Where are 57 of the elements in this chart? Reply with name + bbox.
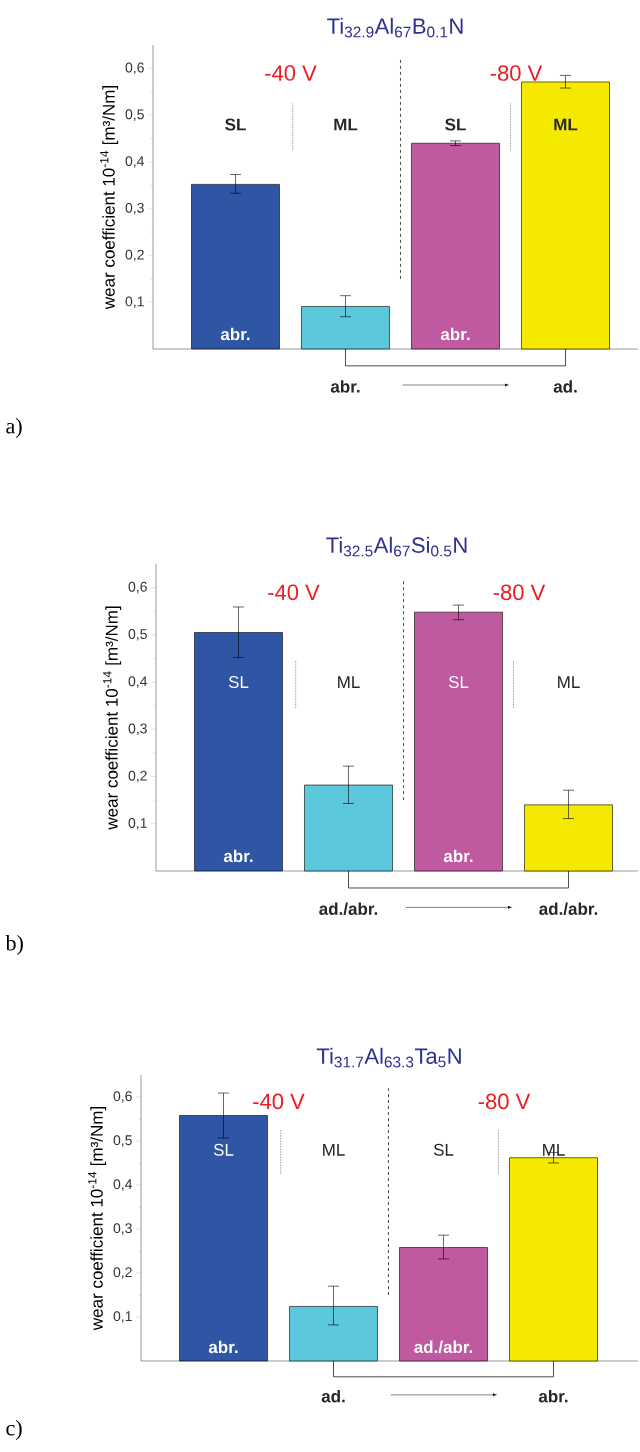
y-axis-title: wear coefficient 10$^{-14}$ [m³/Nm] <box>100 86 119 310</box>
y-tick-label: 0,1 <box>128 817 147 830</box>
text: ad./abr. <box>539 902 598 916</box>
annotation: -80 V <box>478 1093 531 1110</box>
chart-title: Ti$_{31.7}$Al$_{63.3}$Ta$_{5}$N <box>316 1047 461 1068</box>
annotation: ML <box>558 676 580 688</box>
annotation: abr. <box>443 849 473 863</box>
y-tick-label: 0,2 <box>125 249 144 262</box>
chart-title: Ti$_{32.5}$Al$_{67}$Si$_{0.5}$N <box>326 536 467 557</box>
annotation: SL <box>213 1143 234 1156</box>
text: a) <box>6 418 22 438</box>
text: abr. <box>330 380 360 393</box>
annotation: SL <box>225 118 246 131</box>
annotation: -40 V <box>268 584 320 601</box>
annotation: ML <box>554 118 578 131</box>
annotation: -40 V <box>253 1093 305 1110</box>
y-tick-label: 0,6 <box>113 1091 132 1103</box>
y-tick-label: 0,4 <box>125 156 145 168</box>
y-axis-title: wear coefficient 10$^{-14}$ [m³/Nm] <box>103 606 122 830</box>
annotation: abr. <box>223 849 253 863</box>
y-tick-label: 0,5 <box>125 109 144 121</box>
chart-title: Ti$_{32.9}$Al$_{67}$B$_{0.1}$N <box>327 17 463 38</box>
annotation: abr. <box>220 327 250 341</box>
annotation: SL <box>445 118 466 131</box>
text: b) <box>5 935 23 955</box>
y-tick-label: 0,1 <box>125 296 144 309</box>
y-tick-label: 0,6 <box>125 62 144 75</box>
y-tick-label: 0,4 <box>128 676 148 688</box>
text: abr. <box>538 1389 568 1403</box>
annotation: ad./abr. <box>414 1340 473 1354</box>
y-tick-label: 0,4 <box>113 1179 133 1191</box>
text: ad./abr. <box>319 902 378 916</box>
text: c) <box>6 1420 22 1440</box>
y-tick-label: 0,5 <box>128 629 147 641</box>
annotation: ML <box>323 1143 345 1156</box>
y-tick-label: 0,3 <box>125 202 144 215</box>
annotation: SL <box>448 676 469 689</box>
y-tick-label: 0,2 <box>128 770 147 783</box>
annotation: ML <box>334 118 358 131</box>
annotation: SL <box>433 1143 454 1156</box>
y-tick-label: 0,1 <box>113 1311 132 1323</box>
text: ad. <box>321 1389 345 1403</box>
annotation: abr. <box>208 1340 238 1354</box>
y-axis-title: wear coefficient 10$^{-14}$ [m³/Nm] <box>88 1107 107 1331</box>
annotation: SL <box>228 676 249 689</box>
annotation: ML <box>543 1143 565 1156</box>
annotation: abr. <box>440 327 470 341</box>
y-tick-label: 0,3 <box>128 723 147 736</box>
y-tick-label: 0,5 <box>113 1135 132 1147</box>
y-tick-label: 0,6 <box>128 581 147 594</box>
y-tick-label: 0,3 <box>113 1223 132 1235</box>
y-tick-label: 0,2 <box>113 1267 132 1279</box>
annotation: -80 V <box>493 584 546 601</box>
text: ad. <box>553 380 577 393</box>
annotation: -80 V <box>490 65 543 81</box>
annotation: -40 V <box>265 65 317 81</box>
annotation: ML <box>338 676 360 688</box>
